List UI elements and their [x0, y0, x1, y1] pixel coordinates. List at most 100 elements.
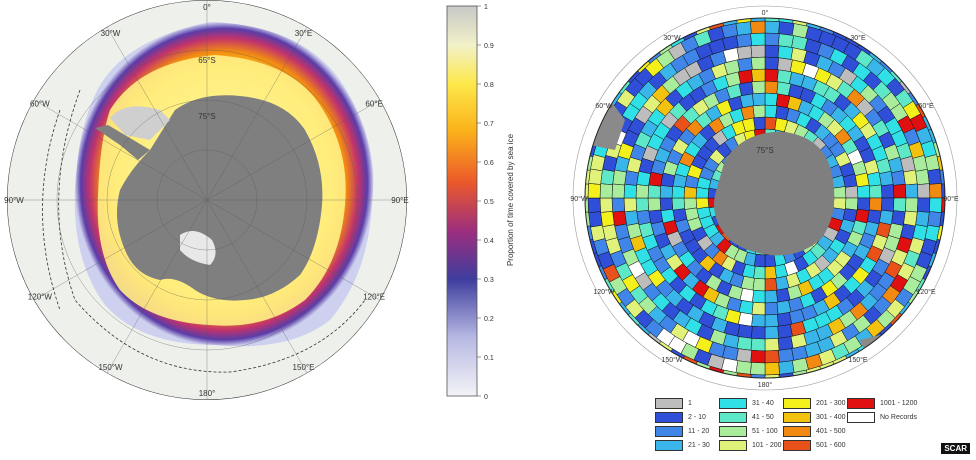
grid-cell	[737, 57, 753, 72]
grid-cell	[636, 209, 651, 226]
legend-label: 41 - 50	[752, 413, 774, 421]
lon-label: 120°W	[28, 293, 53, 302]
lon-label: 60°W	[30, 100, 50, 109]
grid-cell	[612, 169, 627, 186]
legend-item: 301 - 400	[783, 411, 846, 423]
grid-cell	[893, 197, 907, 213]
grid-cell	[764, 302, 779, 316]
grid-cell	[750, 338, 766, 352]
grid-cell	[764, 314, 779, 328]
colorbar-tick-label: 0.4	[484, 238, 494, 245]
lon-label: 150°W	[661, 356, 682, 364]
grid-cell	[750, 56, 766, 70]
grid-cell	[739, 93, 755, 108]
grid-cell	[587, 183, 601, 199]
grid-cell	[752, 278, 766, 292]
legend-label: 51 - 100	[752, 427, 778, 435]
grid-cell	[777, 57, 793, 72]
grid-cell	[778, 21, 795, 36]
grid-cell	[600, 169, 615, 185]
legend-item: No Records	[847, 411, 917, 423]
records-legend: 1 2 - 10 11 - 20 21 - 30 31 - 40 41 - 50 51 - …	[655, 397, 955, 455]
grid-cell	[917, 183, 931, 199]
grid-cell	[753, 266, 766, 280]
legend-label: 2 - 10	[688, 413, 706, 421]
grid-cell	[750, 20, 766, 34]
grid-cell	[893, 183, 907, 199]
grid-cell	[720, 18, 738, 27]
legend-label: No Records	[880, 413, 917, 421]
grid-cell	[881, 197, 895, 212]
colorbar-tick-label: 0	[484, 394, 488, 401]
grid-cell	[599, 197, 613, 213]
lat-label: 75°S	[756, 146, 773, 155]
antarctic-peninsula	[95, 125, 150, 160]
legend-swatch	[655, 425, 683, 437]
legend-item: 41 - 50	[719, 411, 774, 423]
legend-label: 501 - 600	[816, 441, 846, 449]
grid-cell	[764, 254, 777, 268]
lon-label: 90°W	[570, 195, 588, 203]
grid-cell	[867, 171, 882, 187]
colorbar-tick-label: 0.3	[484, 277, 494, 284]
grid-cell	[647, 197, 661, 212]
grid-cell	[881, 184, 895, 199]
grid-cell	[611, 183, 625, 199]
lon-label: 90°W	[4, 196, 24, 205]
grid-cell	[776, 300, 792, 315]
lon-label: 30°E	[850, 34, 866, 42]
legend-swatch	[719, 425, 747, 437]
antarctica-landmass-right	[714, 131, 835, 256]
grid-cell	[752, 104, 766, 118]
grid-cell	[778, 18, 795, 24]
grid-cell	[891, 210, 906, 226]
legend-swatch	[783, 439, 811, 451]
grid-cell	[751, 68, 766, 82]
lon-label: 90°E	[943, 195, 959, 203]
legend-label: 21 - 30	[688, 441, 710, 449]
grid-cell	[777, 324, 793, 339]
grid-cell	[764, 56, 780, 70]
colorbar-tick-label: 0.7	[484, 121, 494, 128]
grid-cell	[903, 169, 918, 186]
lon-label: 120°E	[917, 288, 936, 296]
grid-cell	[750, 32, 766, 46]
lon-label: 120°W	[593, 288, 614, 296]
legend-item: 501 - 600	[783, 439, 846, 451]
legend-item: 51 - 100	[719, 425, 778, 437]
lon-label: 30°W	[663, 34, 681, 42]
colorbar-tick-label: 0.8	[484, 82, 494, 89]
colorbar-tick-label: 0.2	[484, 316, 494, 323]
grid-cell	[764, 80, 779, 94]
lon-label: 150°E	[293, 363, 315, 372]
grid-cell	[833, 186, 847, 199]
grid-cell	[635, 197, 649, 212]
lon-label: 0°	[203, 3, 211, 12]
lon-label: 30°E	[295, 29, 312, 38]
ross-ice-shelf	[180, 231, 216, 265]
grid-cell	[927, 168, 942, 185]
lat-label: 65°S	[198, 56, 215, 65]
colorbar-gradient	[446, 5, 478, 397]
grid-cell	[845, 197, 859, 211]
grid-cell	[778, 372, 795, 378]
lon-label: 60°E	[918, 102, 934, 110]
grid-cell	[750, 362, 766, 376]
grid-cell	[750, 44, 766, 58]
grid-cell	[939, 168, 945, 185]
grid-cell	[738, 81, 754, 96]
antarctica-landmass	[116, 95, 323, 301]
grid-cell	[879, 170, 894, 187]
legend-label: 1	[688, 399, 692, 407]
grid-cell	[736, 348, 752, 363]
colorbar-label: Proportion of time covered by sea ice	[506, 133, 515, 266]
grid-cell	[671, 185, 685, 199]
grid-cell	[855, 172, 870, 188]
legend-swatch	[783, 411, 811, 423]
legend-swatch	[719, 439, 747, 451]
lon-label: 150°E	[848, 356, 867, 364]
legend-item: 401 - 500	[783, 425, 846, 437]
legend-item: 2 - 10	[655, 411, 706, 423]
grid-cell	[751, 302, 766, 316]
grid-cell	[587, 197, 601, 213]
